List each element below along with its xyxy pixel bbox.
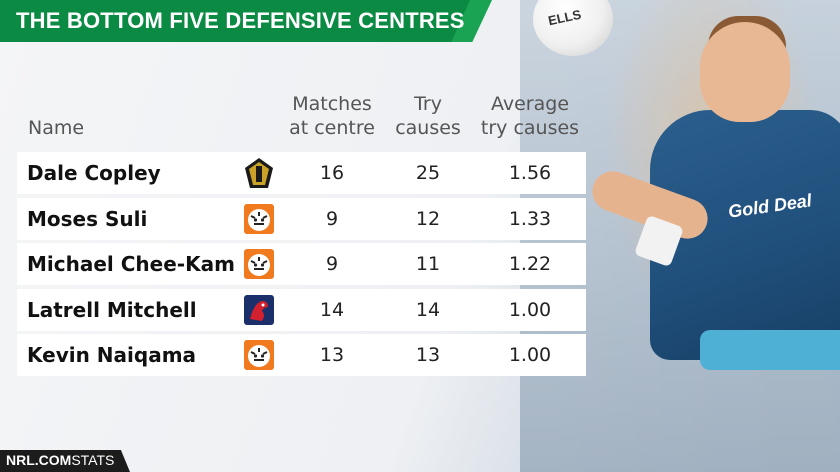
column-header-matches-line1: Matches: [292, 93, 372, 115]
table-row: Latrell Mitchell 14 14 1.00: [17, 288, 586, 331]
column-header-matches: Matches at centre: [280, 92, 384, 140]
page-title: THE BOTTOM FIVE DEFENSIVE CENTRES: [16, 8, 465, 33]
roosters-logo-icon: [242, 293, 276, 327]
player-head: [700, 22, 790, 122]
average-value: 1.00: [508, 344, 552, 366]
player-name: Dale Copley: [27, 161, 161, 185]
column-header-try-line2: causes: [395, 117, 461, 139]
column-header-try-line1: Try: [414, 93, 442, 115]
column-header-name: Name: [28, 117, 85, 139]
column-header-try-causes: Try causes: [384, 92, 472, 140]
column-header-average: Average try causes: [474, 92, 586, 140]
try-causes-value: 12: [415, 207, 441, 230]
tigers-logo-icon: [242, 247, 276, 281]
average-value: 1.33: [508, 207, 552, 230]
table-row: Dale Copley 16 25 1.56: [17, 152, 586, 194]
player-name: Kevin Naiqama: [27, 343, 197, 367]
matches-value: 14: [319, 298, 345, 321]
table-row: Michael Chee-Kam 9 11 1.22: [17, 243, 586, 285]
average-value: 1.00: [508, 298, 552, 321]
tigers-logo-icon: [242, 202, 276, 236]
footer-brand: NRL.COMSTATS: [6, 452, 114, 468]
column-header-matches-line2: at centre: [289, 117, 375, 139]
footer-brand-name: NRL.COM: [6, 452, 72, 468]
try-causes-value: 14: [415, 298, 441, 321]
player-name: Michael Chee-Kam: [27, 252, 235, 276]
try-causes-value: 11: [415, 253, 441, 275]
column-header-avg-line2: try causes: [480, 117, 580, 139]
footer-bar: [0, 450, 130, 472]
title-banner: [0, 0, 470, 42]
table-row: Kevin Naiqama 13 13 1.00: [17, 334, 586, 376]
footer-brand-suffix: STATS: [71, 452, 115, 468]
player-name: Moses Suli: [27, 206, 148, 231]
average-value: 1.22: [508, 253, 552, 275]
try-causes-value: 13: [415, 344, 441, 366]
table-row: Moses Suli 9 12 1.33: [17, 197, 586, 240]
matches-value: 9: [325, 253, 339, 275]
titans-logo-icon: [242, 156, 276, 190]
matches-value: 13: [319, 344, 345, 366]
player-shorts: [700, 330, 840, 370]
player-name: Latrell Mitchell: [27, 297, 197, 322]
matches-value: 9: [325, 207, 339, 230]
column-header-avg-line1: Average: [490, 93, 570, 115]
average-value: 1.56: [508, 162, 552, 184]
tigers-logo-icon: [242, 338, 276, 372]
matches-value: 16: [319, 162, 345, 184]
try-causes-value: 25: [415, 162, 441, 184]
